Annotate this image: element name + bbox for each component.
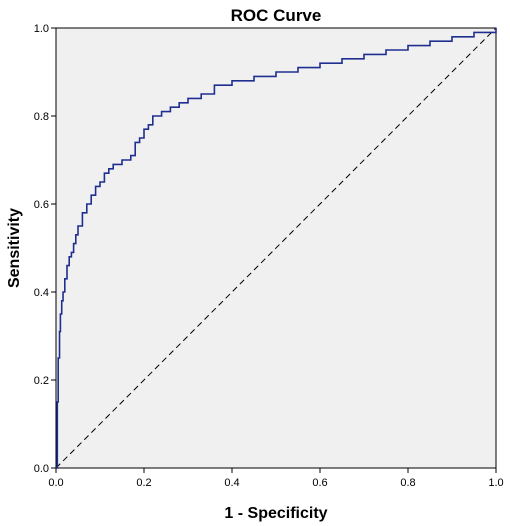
y-tick-label: 0.8	[34, 111, 49, 123]
x-tick-label: 0.6	[312, 477, 327, 489]
reference-line	[55, 27, 497, 469]
x-tick-label: 0.2	[136, 477, 151, 489]
y-tick-label: 1.0	[34, 23, 49, 35]
y-axis-label: Sensitivity	[6, 208, 23, 288]
chart-title: ROC Curve	[231, 6, 322, 25]
x-axis-label: 1 - Specificity	[224, 505, 327, 522]
x-tick-label: 0.8	[400, 477, 415, 489]
y-tick-label: 0.2	[34, 375, 49, 387]
y-tick-label: 0.0	[34, 463, 49, 475]
y-tick-label: 0.4	[34, 287, 49, 299]
roc-curve-line	[56, 28, 497, 469]
y-tick-label: 0.6	[34, 199, 49, 211]
x-tick-label: 1.0	[488, 477, 503, 489]
x-tick-label: 0.4	[224, 477, 239, 489]
x-tick-label: 0.0	[48, 477, 63, 489]
